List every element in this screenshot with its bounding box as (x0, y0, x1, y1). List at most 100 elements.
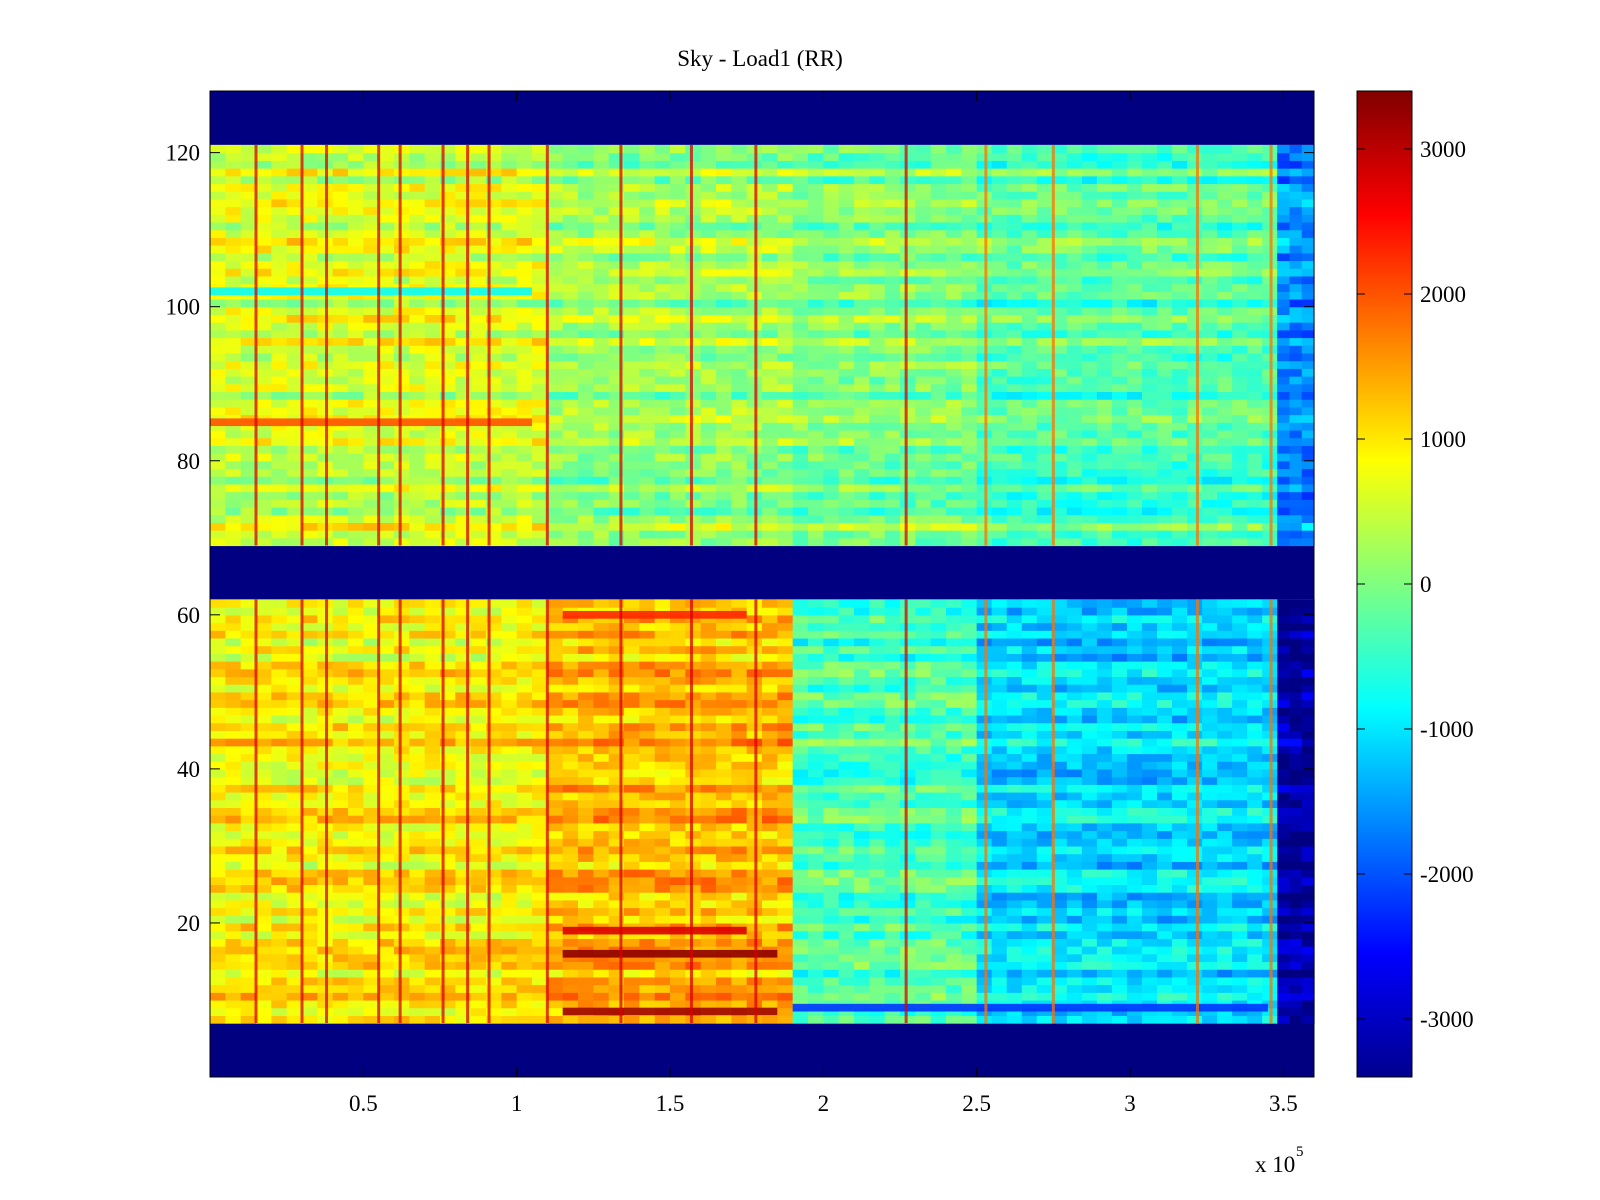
heatmap-cell (440, 807, 456, 816)
heatmap-cell (486, 329, 502, 339)
heatmap-cell (532, 283, 548, 292)
heatmap-cell (409, 861, 426, 870)
heatmap-cell (225, 876, 242, 886)
heatmap-cell (532, 306, 548, 315)
heatmap-cell (593, 999, 610, 1009)
heatmap-cell (1202, 845, 1218, 855)
heatmap-cell (455, 714, 472, 724)
heatmap-cell (486, 946, 502, 955)
heatmap-cell (624, 899, 640, 909)
heatmap-cell (731, 699, 748, 708)
heatmap-cell (532, 730, 548, 739)
heatmap-cell (685, 969, 702, 978)
heatmap-cell (225, 198, 242, 208)
heatmap-cell (486, 406, 502, 416)
heatmap-cell (1202, 730, 1218, 739)
heatmap-cell (516, 599, 533, 608)
heatmap-cell (624, 999, 640, 1009)
heatmap-cell (486, 1015, 502, 1024)
heatmap-cell (593, 784, 610, 793)
heatmap-cell (1081, 699, 1098, 708)
heatmap-cell (532, 314, 548, 323)
heatmap-cell (271, 653, 288, 662)
heatmap-cell (332, 745, 349, 755)
heatmap-cell (777, 714, 794, 724)
heatmap-cell (256, 537, 272, 547)
heatmap-cell (455, 861, 472, 870)
heatmap-cell (516, 791, 533, 801)
heatmap-cell (302, 922, 318, 932)
heatmap-cell (486, 237, 502, 246)
heatmap-cell (363, 245, 380, 254)
heatmap-cell (501, 953, 518, 963)
heatmap-cell (1036, 776, 1053, 785)
heatmap-cell (256, 460, 272, 470)
heatmap-cell (900, 614, 916, 624)
heatmap-cell (532, 422, 548, 431)
heatmap-cell (440, 599, 456, 608)
heatmap-cell (271, 345, 288, 354)
heatmap-cell (1277, 869, 1291, 878)
heatmap-cell (271, 607, 288, 616)
heatmap-cell (256, 761, 272, 770)
heatmap-cell (1036, 869, 1053, 878)
heatmap-cell (1289, 999, 1303, 1009)
heatmap-cell (424, 622, 441, 631)
heatmap-cell (256, 815, 272, 824)
heatmap-cell (884, 915, 901, 924)
heatmap-cell (624, 738, 640, 747)
heatmap-cell (1111, 976, 1128, 986)
heatmap-cell (332, 661, 349, 670)
heatmap-cell (409, 738, 426, 747)
heatmap-cell (670, 637, 686, 647)
heatmap-cell (1156, 1015, 1173, 1024)
heatmap-cell (1247, 730, 1263, 739)
heatmap-cell (1202, 861, 1218, 870)
heatmap-cell (946, 815, 962, 824)
heatmap-cell (394, 768, 410, 778)
heatmap-cell (332, 822, 349, 832)
heatmap-cell (854, 730, 870, 739)
heatmap-cell (930, 938, 947, 947)
heatmap-cell (854, 838, 870, 847)
heatmap-cell (1096, 845, 1113, 855)
heatmap-cell (884, 845, 901, 855)
heatmap-cell (1217, 653, 1233, 662)
heatmap-cell (1172, 753, 1188, 762)
heatmap-cell (915, 676, 932, 685)
heatmap-cell (639, 661, 656, 670)
heatmap-cell (1036, 661, 1053, 670)
heatmap-cell (225, 822, 242, 832)
heatmap-cell (256, 599, 272, 608)
heatmap-cell (792, 622, 809, 631)
heatmap-cell (271, 661, 288, 670)
heatmap-cell (1081, 938, 1098, 947)
heatmap-cell (654, 1015, 671, 1024)
heatmap-cell (363, 522, 380, 531)
heatmap-cell (240, 922, 257, 932)
heatmap-cell (271, 645, 288, 654)
heatmap-cell (486, 684, 502, 693)
heatmap-cell (532, 221, 548, 231)
heatmap-cell (915, 745, 932, 755)
heatmap-cell (486, 745, 502, 755)
heatmap-cell (363, 429, 380, 439)
heatmap-cell (378, 314, 395, 323)
heatmap-cell (1141, 730, 1158, 739)
heatmap-cell (240, 291, 257, 300)
heatmap-cell (532, 514, 548, 523)
heatmap-cell (991, 761, 1008, 770)
heatmap-cell (516, 907, 533, 916)
heatmap-cell (1021, 753, 1038, 762)
heatmap-cell (624, 653, 640, 662)
heatmap-cell (777, 884, 794, 893)
heatmap-cell (501, 476, 518, 485)
heatmap-cell (700, 691, 717, 701)
heatmap-cell (1036, 884, 1053, 893)
heatmap-cell (716, 899, 732, 909)
heatmap-cell (225, 938, 242, 947)
heatmap-cell (639, 799, 656, 808)
heatmap-cell (378, 899, 395, 909)
heatmap-cell (991, 1015, 1008, 1024)
heatmap-cell (516, 653, 533, 662)
